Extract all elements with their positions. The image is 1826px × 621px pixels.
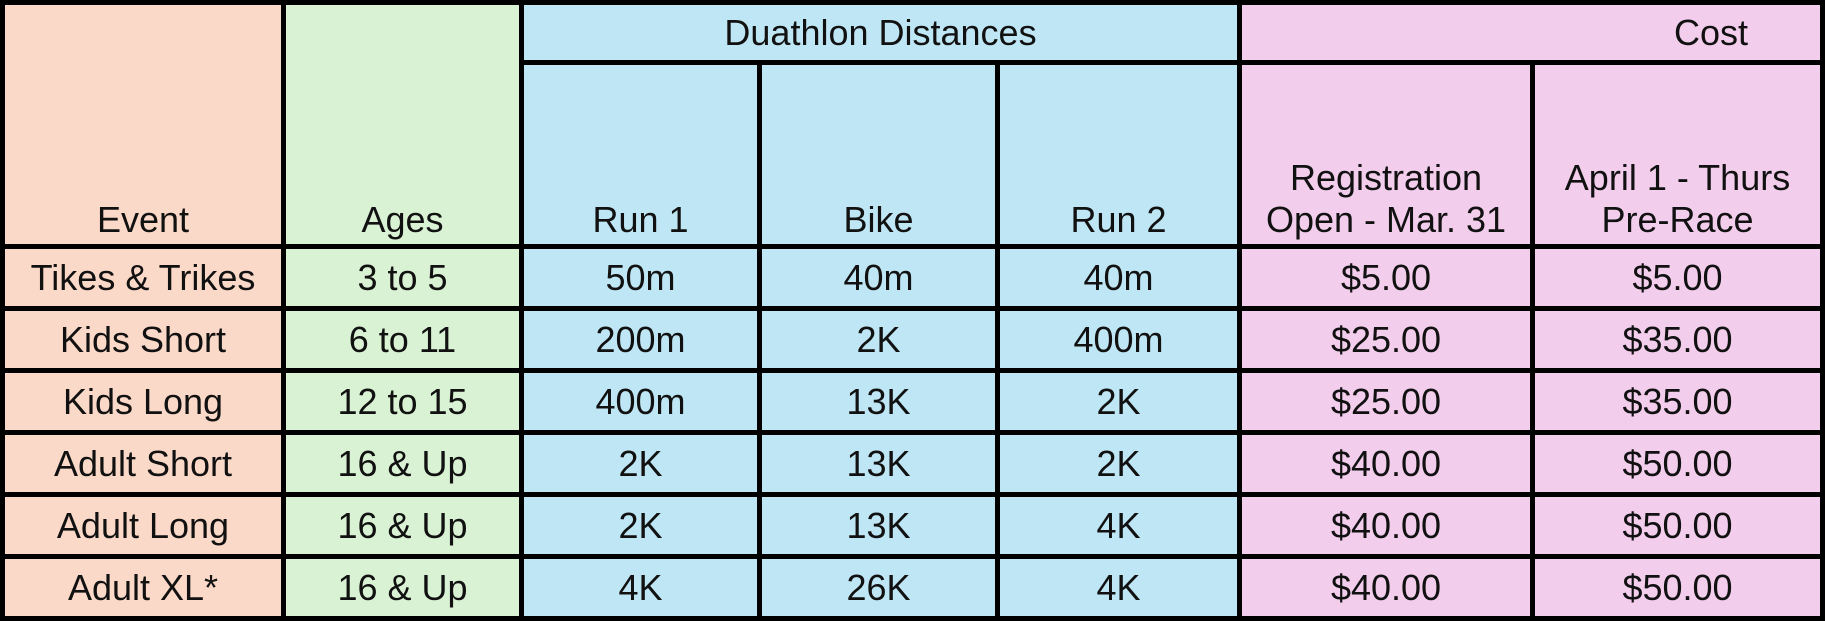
cell-ages: 16 & Up (281, 554, 524, 621)
header-row-bottom: Run 1 Bike Run 2 Registration Open - Mar.… (3, 60, 1825, 249)
cell-run2: 2K (995, 430, 1242, 497)
cell-run1: 2K (519, 492, 762, 559)
header-duathlon-distances: Duathlon Distances (519, 0, 1242, 65)
header-cost-early-line1: Registration (1289, 157, 1483, 199)
cell-cost-late: $35.00 (1530, 306, 1825, 373)
cell-ages: 16 & Up (281, 430, 524, 497)
cell-cost-late: $50.00 (1530, 492, 1825, 559)
cell-cost-early: $40.00 (1237, 430, 1535, 497)
table-row: Adult XL* 16 & Up 4K 26K 4K $40.00 $50.0… (0, 554, 1825, 621)
header-event: Event (0, 0, 286, 249)
cell-cost-early: $40.00 (1237, 492, 1535, 559)
header-run1: Run 1 (519, 60, 762, 249)
cell-event: Adult XL* (0, 554, 286, 621)
header-cost-early: Registration Open - Mar. 31 (1237, 60, 1535, 249)
header-row-top: Event Ages Duathlon Distances Cost (0, 0, 1825, 249)
cell-event: Adult Short (0, 430, 286, 497)
cell-cost-early: $25.00 (1237, 368, 1535, 435)
cell-event: Kids Long (0, 368, 286, 435)
table-row: Kids Short 6 to 11 200m 2K 400m $25.00 $… (0, 306, 1825, 373)
cell-run1: 200m (519, 306, 762, 373)
cell-cost-late: $5.00 (1530, 244, 1825, 311)
cell-bike: 26K (757, 554, 1000, 621)
header-bike: Bike (757, 60, 1000, 249)
cell-cost-early: $5.00 (1237, 244, 1535, 311)
header-run2: Run 2 (995, 60, 1242, 249)
cell-cost-late: $50.00 (1530, 430, 1825, 497)
table-row: Tikes & Trikes 3 to 5 50m 40m 40m $5.00 … (0, 244, 1825, 311)
cell-run2: 4K (995, 492, 1242, 559)
header-cost-early-line2: Open - Mar. 31 (1265, 198, 1507, 240)
cell-run2: 400m (995, 306, 1242, 373)
cell-run1: 50m (519, 244, 762, 311)
cell-run2: 4K (995, 554, 1242, 621)
cell-bike: 13K (757, 492, 1000, 559)
cell-event: Tikes & Trikes (0, 244, 286, 311)
cell-run1: 400m (519, 368, 762, 435)
cell-cost-early: $40.00 (1237, 554, 1535, 621)
cell-run1: 2K (519, 430, 762, 497)
cell-cost-early: $25.00 (1237, 306, 1535, 373)
header-cost-late-line2: Pre-Race (1601, 198, 1754, 240)
table-row: Adult Short 16 & Up 2K 13K 2K $40.00 $50… (0, 430, 1825, 497)
cell-ages: 12 to 15 (281, 368, 524, 435)
cell-bike: 40m (757, 244, 1000, 311)
header-cost-late: April 1 - Thurs Pre-Race (1530, 60, 1825, 249)
table-row: Kids Long 12 to 15 400m 13K 2K $25.00 $3… (0, 368, 1825, 435)
header-cost: Cost (1237, 0, 1825, 65)
cell-run1: 4K (519, 554, 762, 621)
cell-ages: 16 & Up (281, 492, 524, 559)
cell-cost-late: $35.00 (1530, 368, 1825, 435)
cell-bike: 13K (757, 430, 1000, 497)
cell-event: Adult Long (0, 492, 286, 559)
header-cost-late-line1: April 1 - Thurs (1564, 157, 1791, 199)
table-row: Adult Long 16 & Up 2K 13K 4K $40.00 $50.… (0, 492, 1825, 559)
cell-bike: 2K (757, 306, 1000, 373)
cell-run2: 40m (995, 244, 1242, 311)
cell-cost-late: $50.00 (1530, 554, 1825, 621)
cell-ages: 3 to 5 (281, 244, 524, 311)
cell-event: Kids Short (0, 306, 286, 373)
cell-ages: 6 to 11 (281, 306, 524, 373)
header-ages: Ages (281, 0, 524, 249)
cell-run2: 2K (995, 368, 1242, 435)
cell-bike: 13K (757, 368, 1000, 435)
